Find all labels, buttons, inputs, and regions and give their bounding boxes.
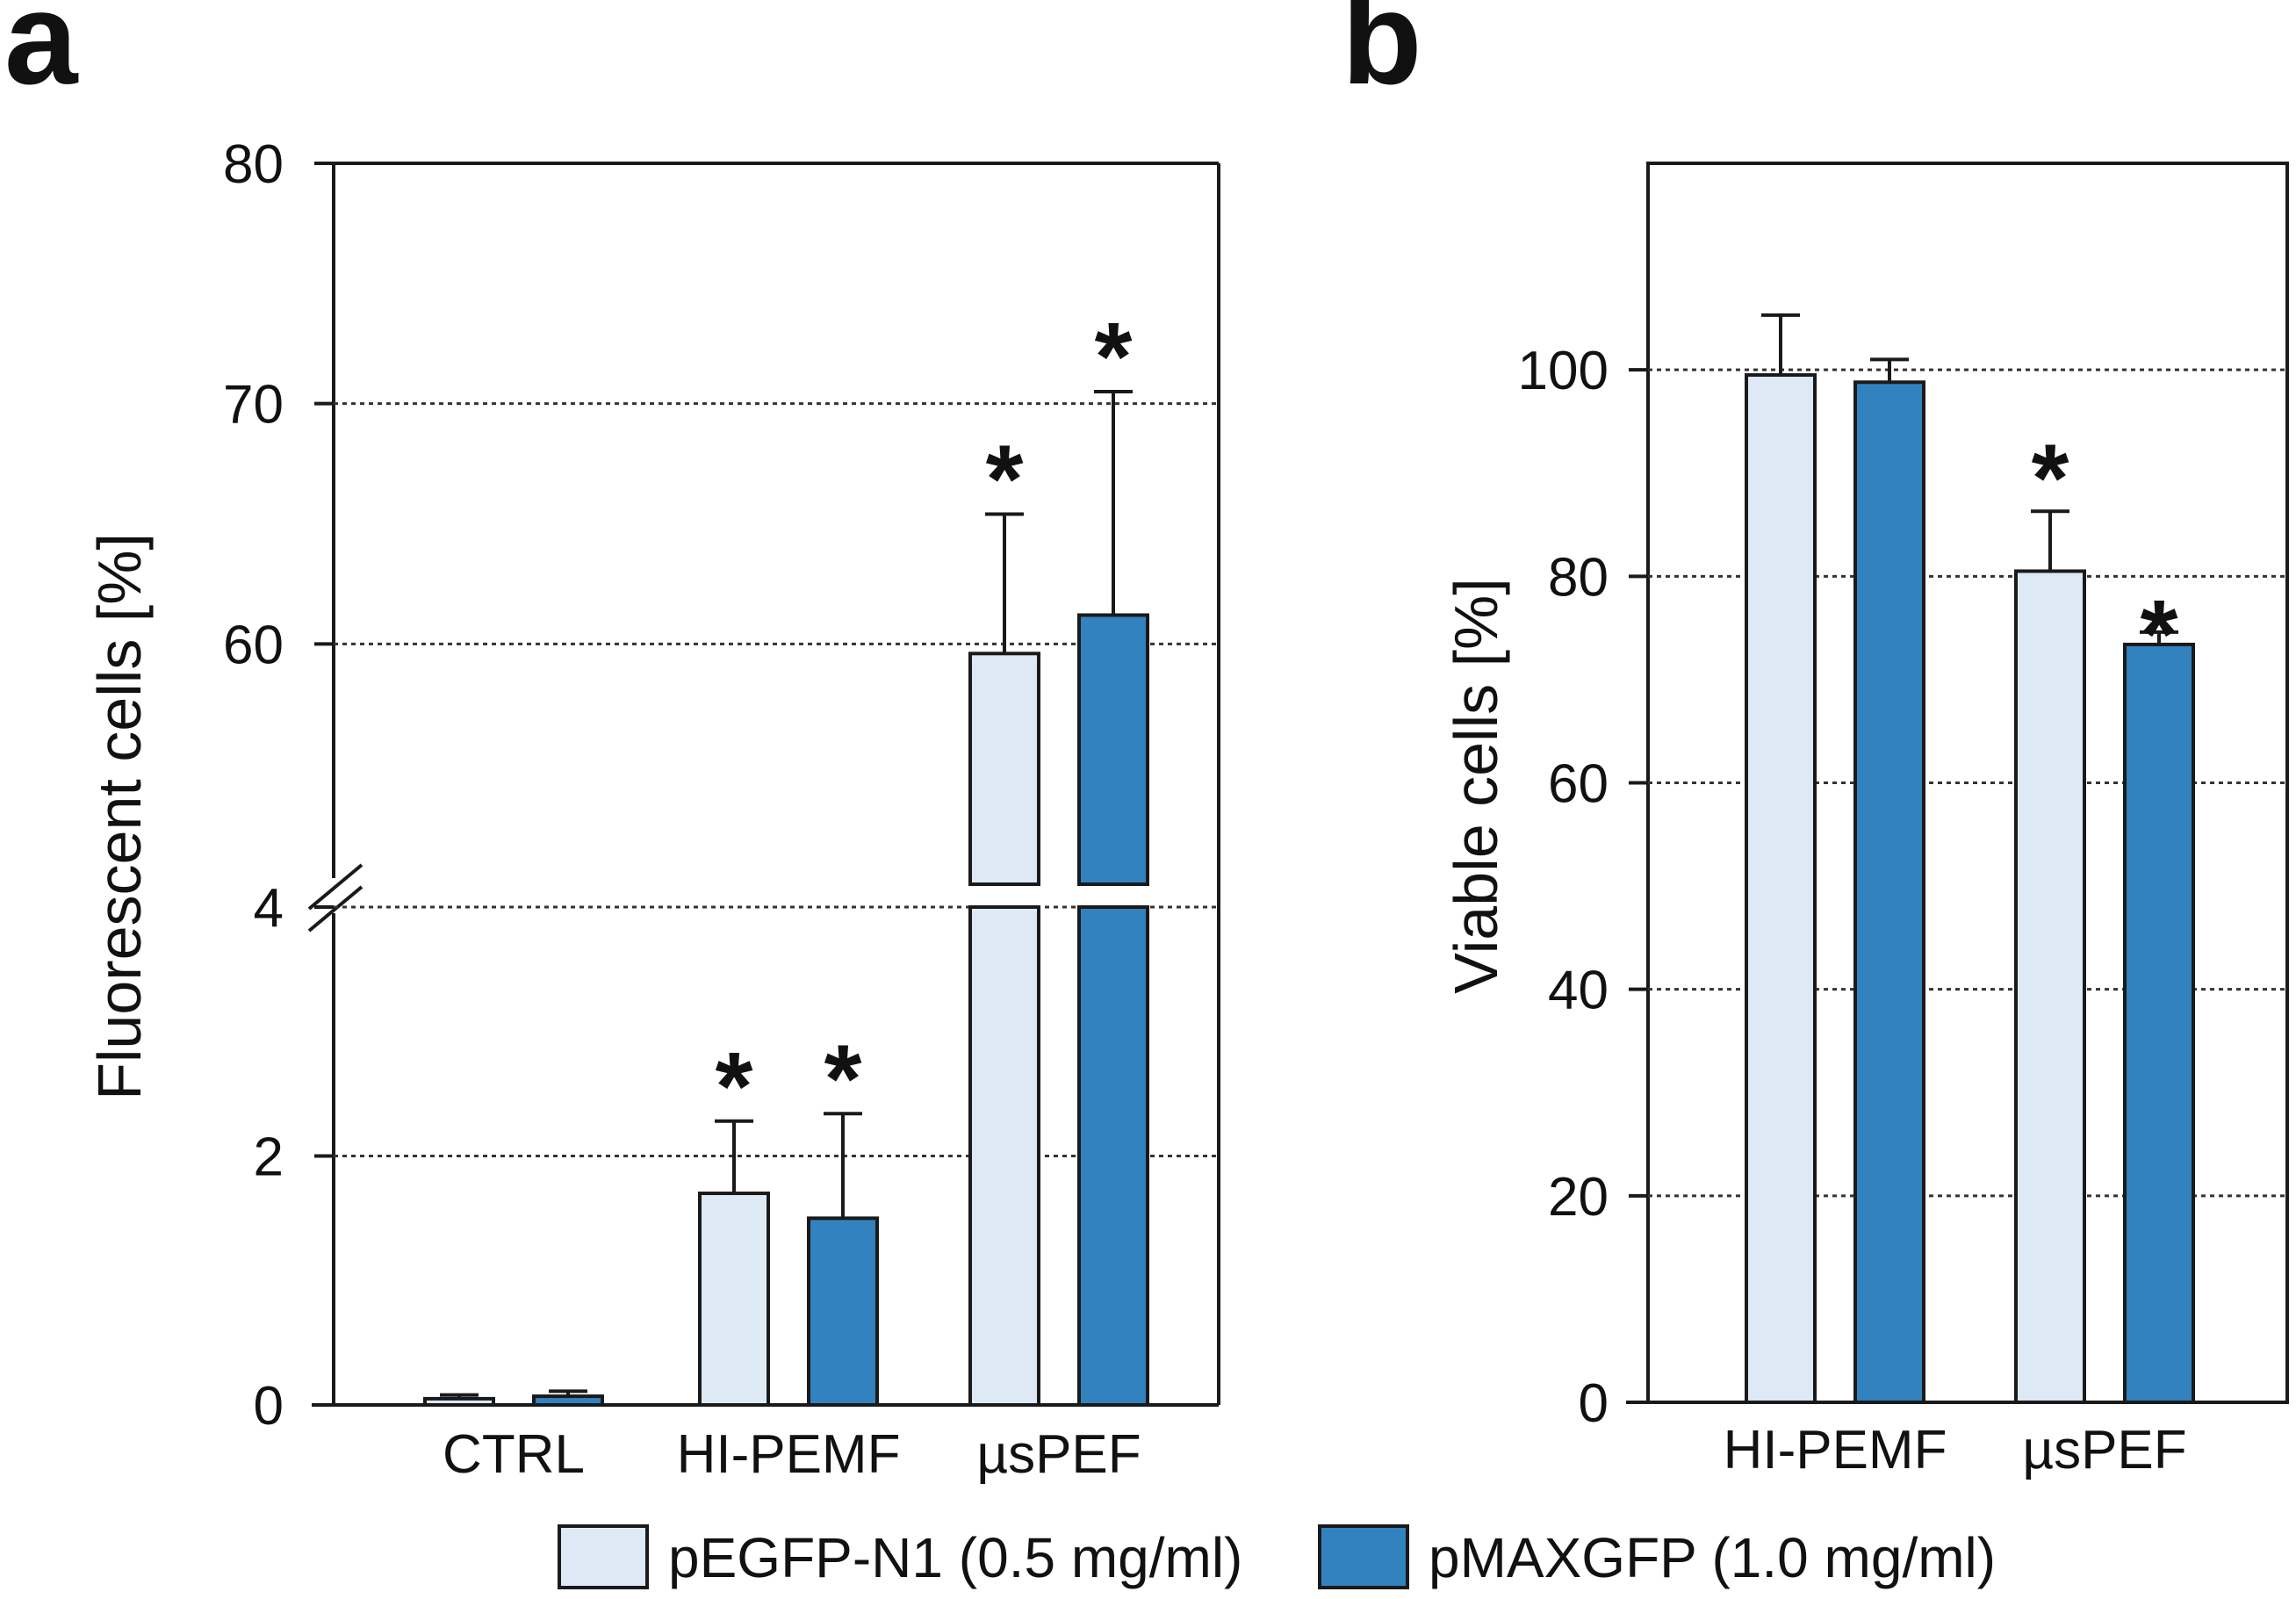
y-tick-label: 70 (223, 375, 284, 436)
y-tick-label: 2 (254, 1127, 284, 1188)
y-tick-label: 60 (1548, 754, 1609, 815)
bar (2014, 569, 2086, 1404)
bar (2123, 642, 2195, 1404)
axis-break-mark (307, 863, 363, 911)
gridlines-panel-a (334, 402, 1219, 1157)
x-category-label: CTRL (443, 1424, 585, 1485)
bars-panel-b: ** (1745, 313, 2195, 1405)
axis-break-mark (307, 885, 363, 933)
y-ticks-panel-b: 0 20 40 60 80 100 (1518, 341, 1648, 1434)
y-tick-label: 80 (223, 134, 284, 195)
significance-star: * (2141, 580, 2178, 688)
significance-star: * (716, 1033, 753, 1141)
bar (1745, 373, 1817, 1405)
bar-lower-segment (1077, 905, 1149, 1407)
y-axis-title: Viable cells [%] (1442, 578, 1510, 993)
y-axis-title: Fluorescent cells [%] (85, 533, 154, 1100)
bar (423, 1396, 495, 1407)
legend: pEGFP-N1 (0.5 mg/ml) pMAXGFP (1.0 mg/ml) (558, 1524, 1996, 1589)
x-category-label: µsPEF (976, 1424, 1141, 1485)
legend-swatch (558, 1524, 649, 1589)
significance-star: * (824, 1025, 862, 1133)
y-tick-label: 0 (254, 1376, 284, 1437)
y-tick-label: 80 (1548, 547, 1609, 608)
bar (698, 1192, 770, 1408)
bar (1853, 380, 1925, 1405)
y-tick-label: 4 (254, 878, 284, 939)
panel-letter-b: b (1342, 0, 1422, 112)
bar (532, 1394, 604, 1408)
y-tick-label: 40 (1548, 961, 1609, 1021)
significance-star: * (2032, 424, 2069, 532)
significance-star: * (1095, 303, 1133, 411)
y-tick-label: 100 (1518, 341, 1609, 401)
y-tick-label: 60 (223, 615, 284, 675)
y-tick-label: 0 (1579, 1373, 1609, 1434)
bars-panel-a: * * * * (423, 303, 1149, 1408)
x-category-label: HI-PEMF (1724, 1420, 1947, 1480)
legend-label: pEGFP-N1 (0.5 mg/ml) (668, 1526, 1242, 1589)
bar (807, 1216, 879, 1407)
y-tick-label: 20 (1548, 1167, 1609, 1228)
legend-swatch (1318, 1524, 1409, 1589)
panel-letter-a: a (4, 0, 79, 112)
bar-upper-segment (1077, 613, 1149, 886)
legend-label: pMAXGFP (1.0 mg/ml) (1429, 1526, 1996, 1589)
significance-star: * (986, 426, 1024, 534)
panel-a: a 60 70 80 0 2 4 Fluorescent cells [%] * * * * CTRL H… (4, 0, 1220, 1485)
bar-lower-segment (968, 905, 1040, 1407)
x-category-label: µsPEF (2022, 1420, 2186, 1480)
x-category-label: HI-PEMF (677, 1424, 901, 1485)
bar-upper-segment (968, 652, 1040, 887)
y-ticks-panel-a: 60 70 80 0 2 4 (223, 134, 334, 1437)
